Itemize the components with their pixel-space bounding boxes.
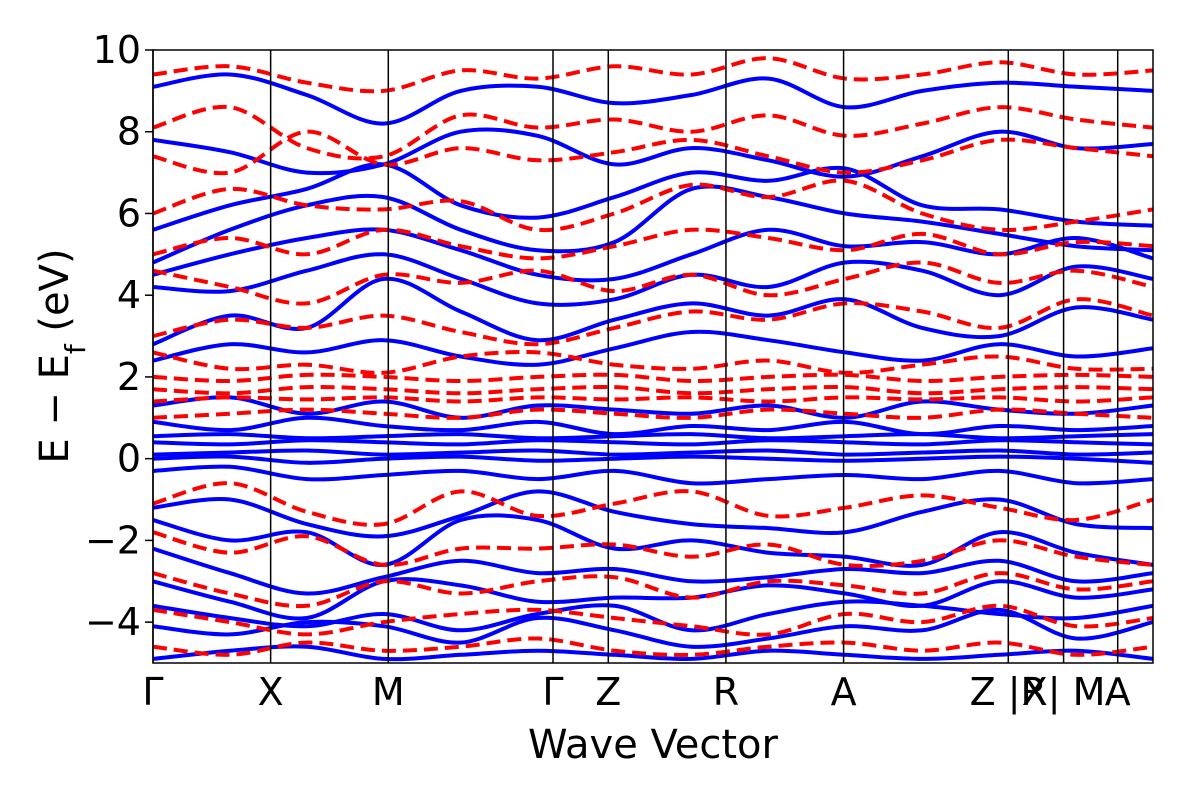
y-tick-label: 6 <box>117 191 141 235</box>
dashed-band-4 <box>153 481 1153 527</box>
solid-band-16 <box>153 252 1153 307</box>
y-axis-title-unit: (eV) <box>32 248 78 344</box>
dashed-band-7 <box>153 384 1153 396</box>
dashed-band-11 <box>153 260 1153 306</box>
dashed-band-3 <box>153 530 1153 568</box>
y-tick-label: 8 <box>117 110 141 154</box>
solid-band-21 <box>153 72 1153 126</box>
y-axis-title-main: E − E <box>32 354 78 464</box>
solid-band-1 <box>153 607 1153 649</box>
x-tick-label: R <box>713 670 739 714</box>
dashed-band-1 <box>153 603 1153 637</box>
solid-band-2 <box>153 599 1153 633</box>
solid-band-4 <box>153 546 1153 596</box>
dashed-band-0 <box>153 636 1153 657</box>
bands-layer <box>153 56 1153 662</box>
dashed-band-2 <box>153 571 1153 609</box>
solid-band-7 <box>153 464 1153 486</box>
solid-band-11 <box>153 432 1153 441</box>
dashed-band-8 <box>153 372 1153 384</box>
dashed-band-12 <box>153 227 1153 261</box>
dashed-band-13 <box>153 178 1153 233</box>
solid-band-18 <box>153 184 1153 265</box>
solid-band-19 <box>153 162 1153 232</box>
solid-band-3 <box>153 577 1153 621</box>
x-tick-label: Γ <box>142 670 163 714</box>
x-tick-label: Z <box>595 670 621 714</box>
x-axis-title: Wave Vector <box>528 722 779 768</box>
x-tick-label: A <box>1105 670 1131 714</box>
dashed-band-5 <box>153 407 1153 420</box>
y-tick-label: 4 <box>117 273 141 317</box>
x-tick-label: X <box>258 670 284 714</box>
dashed-band-14 <box>153 129 1153 176</box>
solid-band-20 <box>153 127 1153 179</box>
x-tick-label: Z |R <box>970 670 1047 715</box>
dashed-band-15 <box>153 104 1153 161</box>
y-axis-ticks: −4 −2 0 2 4 6 8 10 <box>85 28 153 644</box>
x-tick-label: A <box>831 670 857 714</box>
solid-band-0 <box>153 644 1153 662</box>
x-tick-label: X| M <box>1022 670 1106 715</box>
solid-band-10 <box>153 438 1153 447</box>
solid-band-6 <box>153 489 1153 539</box>
y-axis-title-subscript: f <box>59 343 92 354</box>
y-tick-label: 0 <box>117 437 141 481</box>
solid-band-14 <box>153 329 1153 367</box>
solid-band-8 <box>153 454 1153 465</box>
solid-band-9 <box>153 448 1153 457</box>
dashed-band-9 <box>153 350 1153 375</box>
y-tick-label: 10 <box>93 28 141 72</box>
y-tick-label: 2 <box>117 355 141 399</box>
x-tick-label: Γ <box>542 670 563 714</box>
y-tick-label: −4 <box>85 600 141 644</box>
x-tick-label: M <box>372 670 405 714</box>
y-tick-label: −2 <box>85 518 141 562</box>
y-axis-title: E − Ef (eV) <box>32 248 92 463</box>
solid-band-12 <box>153 415 1153 437</box>
dashed-band-16 <box>153 56 1153 94</box>
plot-frame <box>152 49 1154 664</box>
solid-band-5 <box>153 513 1153 568</box>
